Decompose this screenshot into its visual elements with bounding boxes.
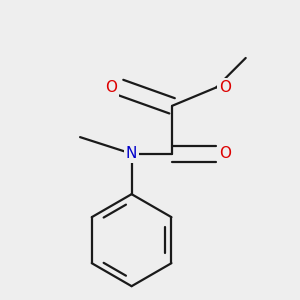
- Text: O: O: [220, 80, 232, 95]
- Text: N: N: [126, 146, 137, 161]
- Text: O: O: [220, 146, 232, 161]
- Text: O: O: [105, 80, 117, 95]
